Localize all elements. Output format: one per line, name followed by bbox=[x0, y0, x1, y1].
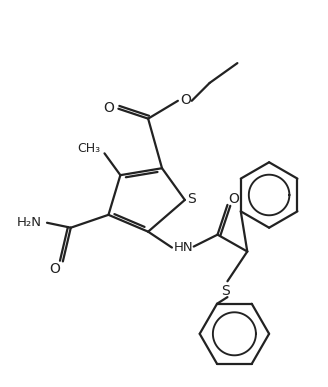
Text: O: O bbox=[180, 93, 191, 107]
Text: S: S bbox=[221, 284, 230, 298]
Text: HN: HN bbox=[174, 241, 194, 254]
Text: H₂N: H₂N bbox=[17, 216, 42, 229]
Text: O: O bbox=[228, 192, 239, 206]
Text: CH₃: CH₃ bbox=[77, 142, 100, 155]
Text: O: O bbox=[103, 101, 114, 115]
Text: S: S bbox=[187, 192, 196, 206]
Text: O: O bbox=[50, 262, 60, 276]
